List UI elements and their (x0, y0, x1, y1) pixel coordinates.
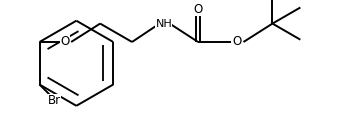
Text: O: O (233, 35, 242, 48)
Text: O: O (60, 35, 69, 48)
Text: NH: NH (155, 19, 172, 29)
Text: Br: Br (48, 94, 61, 107)
Text: O: O (193, 3, 203, 16)
